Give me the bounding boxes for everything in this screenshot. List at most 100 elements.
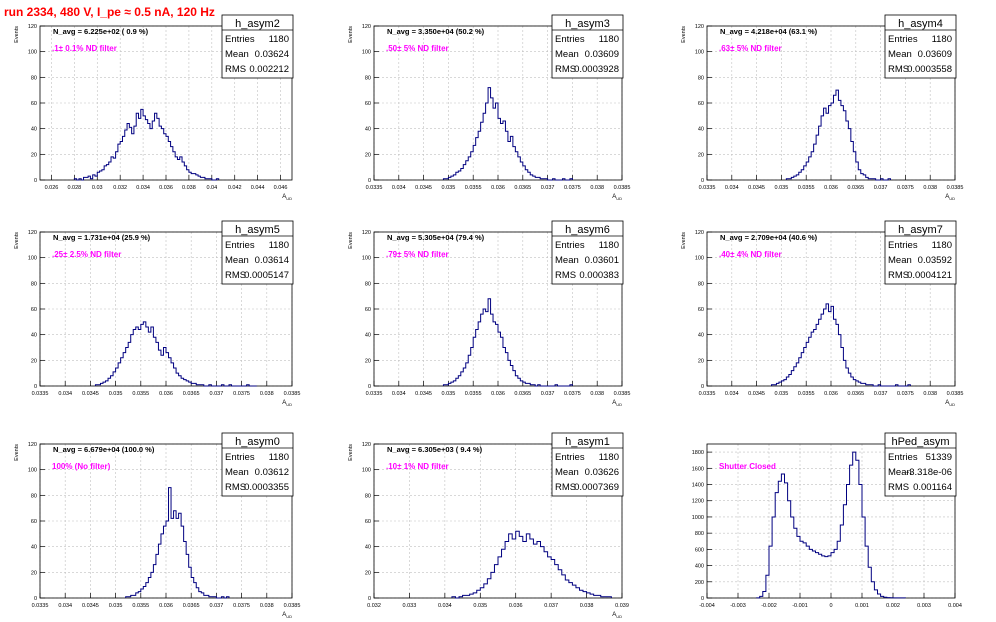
y-axis-title: Events [348, 26, 354, 43]
filter-label: 100% (No filter) [52, 462, 111, 471]
panel-h_asym0: 0.0335 0.034 0.0345 0.035 0.0355 0.036 0.0365 0… [14, 432, 300, 619]
x-tick-label: 0.0385 [614, 185, 631, 191]
stats-key-rms: RMS [888, 270, 909, 281]
x-tick-label: 0.037 [541, 185, 555, 191]
stats-title: h_asym3 [565, 18, 610, 30]
y-tick-label: 80 [31, 75, 37, 81]
y-tick-label: 120 [695, 230, 704, 236]
stats-value-rms: 0.0003928 [574, 64, 619, 75]
x-tick-label: 0.002 [886, 603, 900, 609]
y-tick-label: 100 [695, 50, 704, 56]
x-tick-label: 0.0355 [132, 391, 149, 397]
x-tick-label: 0.0335 [32, 603, 49, 609]
x-tick-label: 0.042 [228, 185, 242, 191]
y-tick-label: 120 [362, 230, 371, 236]
y-tick-label: 40 [698, 333, 704, 339]
y-tick-label: 0 [701, 596, 704, 602]
histogram-line [451, 530, 612, 599]
stats-key-entries: Entries [555, 452, 585, 463]
x-tick-label: 0.035 [442, 391, 456, 397]
stats-key-entries: Entries [225, 240, 255, 251]
x-tick-label: 0.033 [403, 603, 417, 609]
y-tick-label: 120 [695, 24, 704, 30]
x-tick-label: 0.0375 [897, 185, 914, 191]
x-tick-label: 0.032 [113, 185, 127, 191]
x-axis-title: AUD [945, 400, 955, 407]
filter-label: .40± 4% ND filter [719, 250, 782, 259]
y-tick-label: 1000 [692, 515, 704, 521]
x-tick-label: 0.038 [182, 185, 196, 191]
x-tick-label: 0.0385 [284, 391, 301, 397]
x-tick-label: 0.036 [159, 391, 173, 397]
x-tick-label: 0.0345 [748, 391, 765, 397]
navg-annotation: N_avg = 2.709e+04 (40.6 %) [720, 233, 818, 242]
stats-value-entries: 1180 [269, 34, 289, 45]
x-tick-label: 0 [829, 603, 832, 609]
x-axis-subscript: UD [949, 402, 955, 407]
x-tick-label: -0.001 [792, 603, 808, 609]
stats-key-mean: Mean [888, 255, 912, 266]
stats-box: h_asym4 Entries 1180 Mean 0.03609 RMS0.000355… [884, 14, 957, 79]
x-tick-label: 0.036 [491, 185, 505, 191]
stats-box-frame [551, 220, 624, 285]
x-tick-label: 0.036 [491, 391, 505, 397]
stats-key-mean: Mean [555, 467, 579, 478]
stats-key-rms: RMS [555, 270, 576, 281]
y-tick-label: 20 [31, 570, 37, 576]
x-tick-label: 0.038 [590, 185, 604, 191]
x-tick-label: 0.034 [392, 185, 406, 191]
stats-box: hPed_asym Entries 51339 Mean-3.318e-06 RMS 0.… [884, 432, 957, 497]
x-tick-label: 0.0365 [847, 391, 864, 397]
y-tick-label: 80 [365, 281, 371, 287]
stats-value-mean: 0.03609 [585, 49, 619, 60]
stats-value-entries: 1180 [932, 240, 952, 251]
x-tick-label: 0.0375 [564, 391, 581, 397]
y-tick-label: 0 [368, 178, 371, 184]
x-tick-label: 0.0365 [183, 603, 200, 609]
histogram-line [73, 108, 220, 181]
stats-key-entries: Entries [225, 452, 255, 463]
navg-annotation: N_avg = 6.225e+02 ( 0.9 %) [53, 27, 149, 36]
y-tick-label: 100 [362, 468, 371, 474]
x-tick-label: 0.037 [210, 603, 224, 609]
y-tick-label: 0 [34, 596, 37, 602]
stats-value-rms: 0.002212 [249, 64, 289, 75]
x-tick-label: 0.0335 [699, 185, 716, 191]
panel-hPed_asym: -0.004 -0.003 -0.002 -0.001 0 0.001 0.002 0.003… [692, 432, 962, 609]
stats-value-rms: 0.0004121 [907, 270, 952, 281]
y-tick-label: 80 [698, 75, 704, 81]
stats-value-mean: 0.03624 [255, 49, 289, 60]
stats-box: h_asym1 Entries 1180 Mean 0.03626 RMS0.000736… [551, 432, 624, 497]
histogram-line [785, 89, 892, 181]
stats-box-frame [221, 432, 294, 497]
x-tick-label: 0.0335 [366, 391, 383, 397]
stats-value-mean: 0.03592 [918, 255, 952, 266]
stats-box: h_asym7 Entries 1180 Mean 0.03592 RMS0.000412… [884, 220, 957, 285]
stats-key-mean: Mean [555, 255, 579, 266]
filter-label: .50± 5% ND filter [386, 44, 449, 53]
y-tick-label: 0 [368, 384, 371, 390]
x-tick-label: 0.036 [509, 603, 523, 609]
y-tick-label: 120 [362, 24, 371, 30]
stats-box-frame [884, 432, 957, 497]
x-tick-label: 0.034 [392, 391, 406, 397]
stats-box-frame [221, 14, 294, 79]
x-tick-label: 0.0375 [233, 603, 250, 609]
x-tick-label: 0.034 [725, 185, 739, 191]
filter-label: Shutter Closed [719, 462, 776, 471]
x-tick-label: 0.046 [274, 185, 288, 191]
y-tick-label: 120 [362, 442, 371, 448]
stats-key-rms: RMS [555, 64, 576, 75]
x-tick-label: 0.0345 [748, 185, 765, 191]
x-tick-label: 0.037 [874, 391, 888, 397]
x-axis-subscript: UD [286, 402, 292, 407]
navg-annotation: N_avg = 1.731e+04 (25.9 %) [53, 233, 151, 242]
stats-key-rms: RMS [225, 64, 246, 75]
x-tick-label: 0.035 [473, 603, 487, 609]
x-tick-label: -0.002 [761, 603, 777, 609]
y-tick-label: 60 [698, 101, 704, 107]
y-tick-label: 100 [695, 256, 704, 262]
histogram-line [94, 321, 257, 387]
stats-value-entries: 1180 [599, 34, 619, 45]
